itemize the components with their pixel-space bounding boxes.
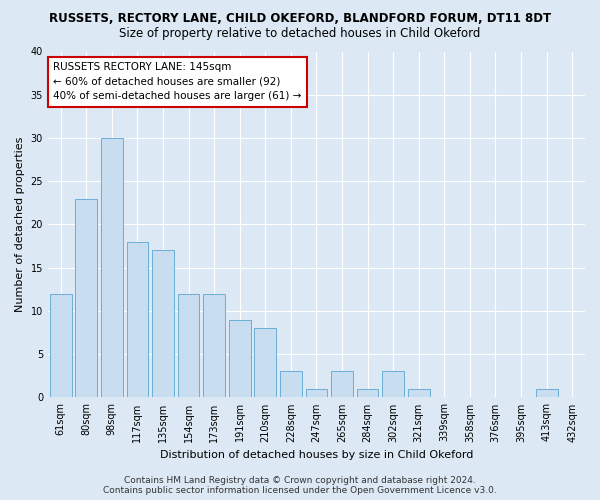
Bar [305,389,328,398]
Bar [254,328,276,398]
Bar [101,138,123,398]
Bar [357,389,379,398]
X-axis label: Distribution of detached houses by size in Child Okeford: Distribution of detached houses by size … [160,450,473,460]
Bar [331,372,353,398]
Bar [50,294,71,398]
Bar [178,294,199,398]
Bar [280,372,302,398]
Text: RUSSETS RECTORY LANE: 145sqm
← 60% of detached houses are smaller (92)
40% of se: RUSSETS RECTORY LANE: 145sqm ← 60% of de… [53,62,302,102]
Bar [152,250,174,398]
Bar [127,242,148,398]
Bar [382,372,404,398]
Bar [76,198,97,398]
Text: Size of property relative to detached houses in Child Okeford: Size of property relative to detached ho… [119,28,481,40]
Bar [536,389,557,398]
Bar [203,294,225,398]
Text: Contains HM Land Registry data © Crown copyright and database right 2024.
Contai: Contains HM Land Registry data © Crown c… [103,476,497,495]
Y-axis label: Number of detached properties: Number of detached properties [15,137,25,312]
Bar [408,389,430,398]
Bar [229,320,251,398]
Text: RUSSETS, RECTORY LANE, CHILD OKEFORD, BLANDFORD FORUM, DT11 8DT: RUSSETS, RECTORY LANE, CHILD OKEFORD, BL… [49,12,551,26]
